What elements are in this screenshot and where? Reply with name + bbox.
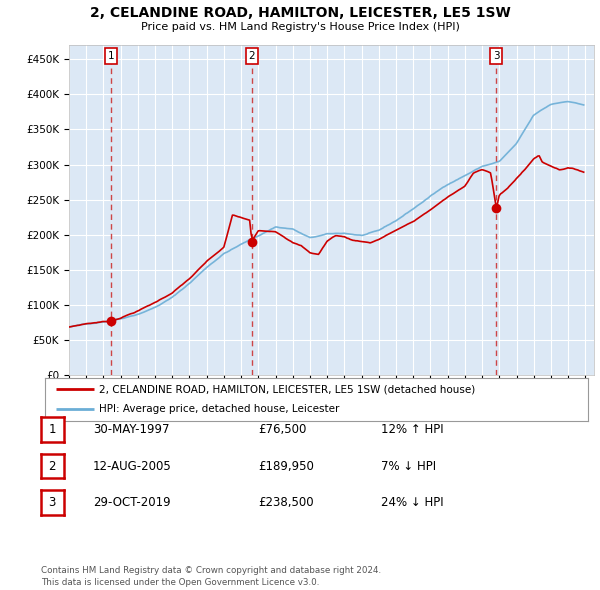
Text: 2, CELANDINE ROAD, HAMILTON, LEICESTER, LE5 1SW: 2, CELANDINE ROAD, HAMILTON, LEICESTER, … [89,6,511,20]
Text: 3: 3 [49,496,56,509]
Text: HPI: Average price, detached house, Leicester: HPI: Average price, detached house, Leic… [100,404,340,414]
Text: 2, CELANDINE ROAD, HAMILTON, LEICESTER, LE5 1SW (detached house): 2, CELANDINE ROAD, HAMILTON, LEICESTER, … [100,384,476,394]
Text: 1: 1 [107,51,114,61]
Text: £76,500: £76,500 [258,423,307,436]
Text: 2: 2 [49,460,56,473]
Text: 1: 1 [49,423,56,436]
Text: 2: 2 [248,51,255,61]
Text: 30-MAY-1997: 30-MAY-1997 [93,423,170,436]
Text: 3: 3 [493,51,500,61]
Text: £189,950: £189,950 [258,460,314,473]
Text: 12-AUG-2005: 12-AUG-2005 [93,460,172,473]
Text: 24% ↓ HPI: 24% ↓ HPI [381,496,443,509]
Text: 7% ↓ HPI: 7% ↓ HPI [381,460,436,473]
Text: Contains HM Land Registry data © Crown copyright and database right 2024.
This d: Contains HM Land Registry data © Crown c… [41,566,381,587]
Text: £238,500: £238,500 [258,496,314,509]
Text: 12% ↑ HPI: 12% ↑ HPI [381,423,443,436]
Text: Price paid vs. HM Land Registry's House Price Index (HPI): Price paid vs. HM Land Registry's House … [140,22,460,32]
Text: 29-OCT-2019: 29-OCT-2019 [93,496,170,509]
